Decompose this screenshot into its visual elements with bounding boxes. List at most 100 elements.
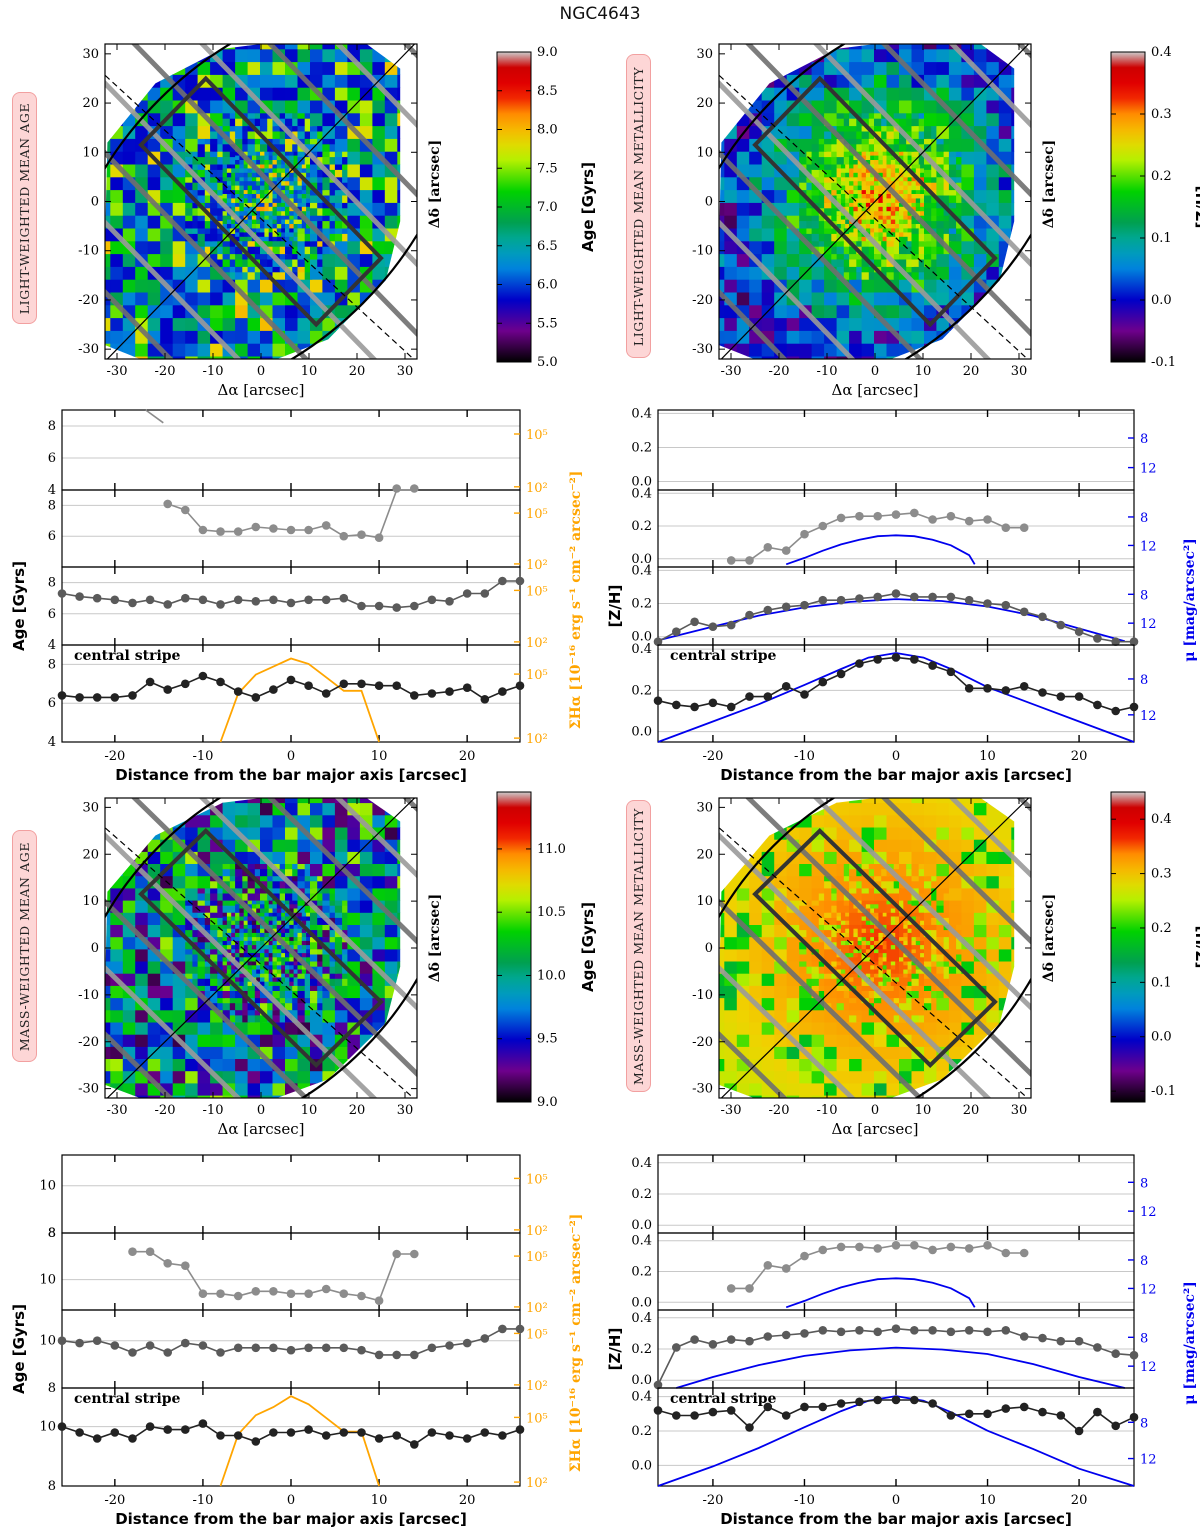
data-point bbox=[946, 1411, 956, 1420]
data-point bbox=[110, 1341, 120, 1350]
data-point bbox=[1019, 607, 1029, 617]
y-tick-label: 20 bbox=[696, 847, 713, 862]
central-stripe-annotation: central stripe bbox=[74, 648, 181, 664]
y-tick-label: 6 bbox=[48, 451, 56, 466]
x-axis-label: Distance from the bar major axis [arcsec… bbox=[115, 766, 467, 784]
colorbar-label: Age [Gyrs] bbox=[579, 902, 597, 992]
data-point bbox=[653, 696, 663, 705]
data-point bbox=[269, 1343, 278, 1353]
map-area bbox=[105, 798, 417, 1098]
data-point bbox=[1093, 700, 1102, 710]
x-tick-label: -10 bbox=[192, 749, 213, 764]
colorbar-tick-label: 0.4 bbox=[1151, 812, 1172, 827]
y-tick-label: 10 bbox=[39, 1334, 56, 1349]
y-tick-label: 0.0 bbox=[631, 630, 652, 645]
data-point bbox=[339, 1428, 349, 1437]
x-tick-label: -30 bbox=[107, 1103, 128, 1118]
x-tick-label: -10 bbox=[817, 364, 838, 379]
data-point bbox=[855, 511, 864, 521]
subplot-1: 8 10 10⁵ 10² bbox=[39, 1226, 547, 1316]
data-point bbox=[357, 1428, 366, 1437]
bar-minor-axis bbox=[719, 74, 1029, 359]
data-point bbox=[269, 524, 278, 533]
data-point bbox=[928, 592, 937, 602]
data-point bbox=[251, 1287, 261, 1296]
y-axis-label: Age [Gyrs] bbox=[10, 1304, 28, 1394]
y-tick-label: 0.4 bbox=[631, 486, 652, 501]
y-tick-label: 0.2 bbox=[631, 440, 652, 455]
y-tick-label: 0.2 bbox=[631, 1265, 652, 1280]
y2-tick-label: 8 bbox=[1140, 432, 1148, 447]
subplot-3: 4 6 8 10⁵ 10² central stripe -20 -10 0 10 20 Distan… bbox=[48, 644, 548, 784]
y-tick-label: 0.0 bbox=[631, 1295, 652, 1310]
data-point bbox=[128, 1247, 137, 1256]
data-point bbox=[818, 595, 828, 605]
subplot-1: 0.0 0.2 0.4 8 12 bbox=[631, 486, 1157, 568]
data-point bbox=[763, 1261, 773, 1270]
data-point bbox=[233, 1343, 243, 1353]
y2-tick-label: 10⁵ bbox=[526, 584, 548, 599]
data-point bbox=[763, 692, 773, 701]
data-point bbox=[57, 589, 67, 598]
data-point bbox=[1019, 1332, 1029, 1341]
data-point bbox=[410, 1350, 419, 1360]
data-point bbox=[1074, 627, 1084, 636]
y2-axis-label: ΣHα [10⁻¹⁶ erg s⁻¹ cm⁻² arcsec⁻²] bbox=[568, 1214, 584, 1473]
y-tick-label: 8 bbox=[48, 576, 56, 591]
x-tick-label: 20 bbox=[349, 1103, 366, 1118]
bar-major-axis bbox=[720, 798, 1030, 1098]
data-point bbox=[427, 689, 437, 698]
data-point bbox=[57, 1336, 67, 1345]
data-point bbox=[1019, 523, 1029, 532]
data-point bbox=[1038, 612, 1047, 622]
data-point bbox=[891, 589, 901, 598]
y2-tick-label: 12 bbox=[1140, 1205, 1157, 1220]
subplot-frame bbox=[657, 409, 1135, 491]
data-point bbox=[269, 685, 278, 694]
x-tick-label: 10 bbox=[371, 749, 388, 764]
data-point bbox=[836, 595, 846, 605]
data-point bbox=[462, 1434, 472, 1443]
y-tick-label: 0.0 bbox=[631, 552, 652, 567]
data-point bbox=[910, 1241, 919, 1250]
data-point bbox=[357, 1291, 366, 1301]
data-point bbox=[800, 1329, 809, 1338]
data-point bbox=[855, 1242, 864, 1252]
colorbar-tick-label: 8.0 bbox=[537, 123, 558, 138]
y-axis-label: Δδ [arcsec] bbox=[1041, 894, 1057, 983]
data-point bbox=[946, 667, 956, 677]
surface-brightness-curve bbox=[785, 534, 976, 566]
data-point bbox=[216, 677, 225, 687]
data-point bbox=[181, 679, 190, 689]
data-point bbox=[480, 695, 490, 704]
y-tick-label: -10 bbox=[78, 244, 99, 259]
data-point bbox=[873, 655, 882, 664]
data-point bbox=[910, 508, 919, 518]
y2-tick-label: 8 bbox=[1140, 1331, 1148, 1346]
data-point bbox=[339, 531, 349, 541]
data-point bbox=[1019, 1402, 1029, 1412]
data-point bbox=[781, 682, 791, 691]
data-point bbox=[964, 684, 974, 693]
y2-tick-label: 8 bbox=[1140, 588, 1148, 603]
y-tick-label: 30 bbox=[82, 800, 99, 815]
data-point bbox=[1019, 1248, 1029, 1258]
colorbar-tick-label: 0.0 bbox=[1151, 1030, 1172, 1045]
data-point bbox=[781, 546, 791, 555]
y-tick-label: 4 bbox=[48, 483, 56, 498]
subplot-frame bbox=[61, 409, 521, 491]
x-tick-label: 10 bbox=[915, 364, 932, 379]
data-point bbox=[873, 1327, 882, 1337]
data-point bbox=[873, 1395, 882, 1405]
bar-major-axis bbox=[720, 44, 1030, 359]
y-tick-label: 10 bbox=[39, 1179, 56, 1194]
y2-tick-label: 12 bbox=[1140, 462, 1157, 477]
data-point bbox=[1056, 1411, 1066, 1420]
data-point bbox=[181, 1425, 190, 1434]
data-point bbox=[873, 511, 882, 521]
data-point bbox=[781, 1330, 791, 1340]
central-stripe-annotation: central stripe bbox=[74, 1391, 181, 1407]
data-point bbox=[928, 515, 937, 524]
data-point bbox=[321, 1284, 331, 1294]
x-tick-label: 10 bbox=[915, 1103, 932, 1118]
